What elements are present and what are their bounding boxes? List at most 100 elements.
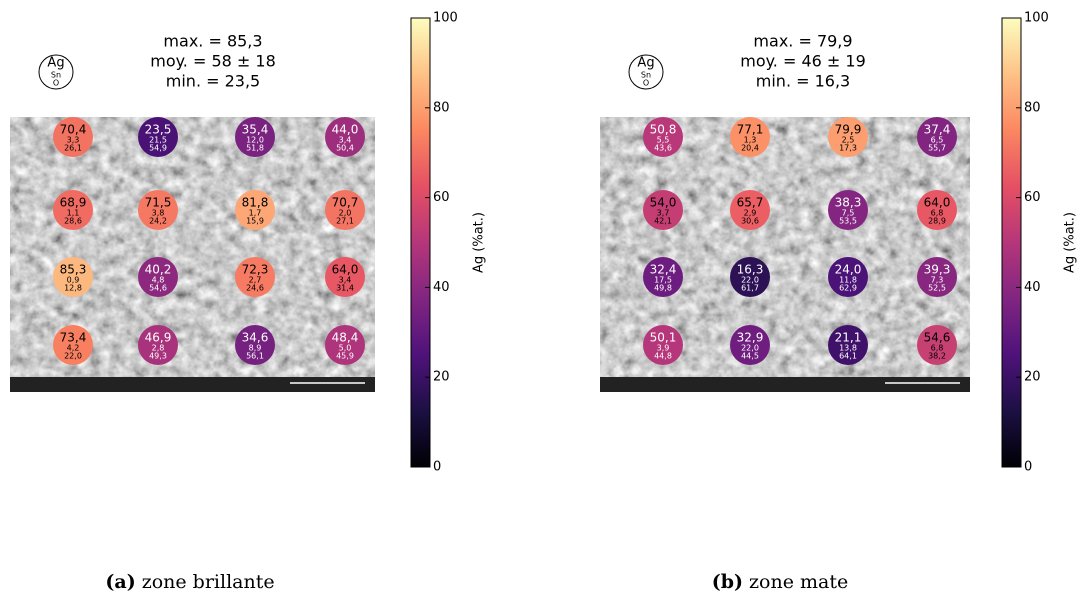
ag-label: 40,2 bbox=[145, 263, 172, 277]
point bbox=[643, 257, 683, 297]
ag-label: 32,4 bbox=[650, 263, 677, 277]
point bbox=[730, 257, 770, 297]
o-label: 43,6 bbox=[654, 144, 672, 153]
point bbox=[138, 325, 178, 365]
caption-text: zone brillante bbox=[142, 571, 275, 593]
ag-label: 77,1 bbox=[737, 123, 764, 137]
o-label: 50,4 bbox=[336, 144, 354, 153]
caption: (b) zone mate bbox=[712, 571, 848, 593]
ag-label: 21,1 bbox=[835, 331, 862, 345]
colorbar-label: Ag (%at.) bbox=[1063, 212, 1077, 273]
ag-label: 54,0 bbox=[650, 196, 677, 210]
point bbox=[53, 117, 93, 157]
ag-label: 73,4 bbox=[60, 331, 87, 345]
ag-label: 65,7 bbox=[737, 196, 764, 210]
stat-line: max. = 79,9 bbox=[753, 32, 852, 51]
ag-label: 46,9 bbox=[145, 331, 172, 345]
point bbox=[325, 190, 365, 230]
colorbar-tick-label: 80 bbox=[433, 100, 450, 115]
colorbar-tick-label: 60 bbox=[1024, 190, 1041, 205]
point bbox=[53, 325, 93, 365]
legend-circle bbox=[628, 54, 664, 90]
o-label: 51,8 bbox=[246, 144, 264, 153]
point bbox=[730, 190, 770, 230]
caption: (a) zone brillante bbox=[105, 571, 274, 593]
ag-label: 85,3 bbox=[60, 263, 87, 277]
point bbox=[917, 257, 957, 297]
ag-label: 32,9 bbox=[737, 331, 764, 345]
stat-line: moy. = 46 ± 19 bbox=[740, 52, 866, 71]
ag-label: 35,4 bbox=[242, 123, 269, 137]
colorbar-label: Ag (%at.) bbox=[472, 212, 487, 273]
point bbox=[643, 117, 683, 157]
o-label: 28,9 bbox=[928, 217, 946, 226]
ag-label: 39,3 bbox=[924, 263, 951, 277]
stat-line: moy. = 58 ± 18 bbox=[150, 52, 276, 71]
ag-label: 54,6 bbox=[924, 331, 951, 345]
ag-label: 50,1 bbox=[650, 331, 677, 345]
sn-label: 7,5 bbox=[842, 209, 855, 218]
colorbar-tick-label: 40 bbox=[433, 280, 450, 295]
sn-label: 22,0 bbox=[741, 276, 759, 285]
legend-bottom: O bbox=[643, 79, 649, 88]
sn-label: 3,4 bbox=[339, 276, 352, 285]
ag-label: 37,4 bbox=[924, 123, 951, 137]
colorbar-tick-label: 0 bbox=[1024, 460, 1032, 475]
ag-label: 64,0 bbox=[332, 263, 359, 277]
sn-label: 3,8 bbox=[152, 209, 165, 218]
sn-label: 21,5 bbox=[149, 136, 167, 145]
point bbox=[235, 117, 275, 157]
legend-top: Ag bbox=[47, 56, 64, 71]
legend-circle bbox=[38, 54, 74, 90]
colorbar-tick-label: 100 bbox=[1024, 11, 1049, 26]
ag-label: 81,8 bbox=[242, 196, 269, 210]
colorbar-tick-label: 100 bbox=[433, 11, 458, 26]
point bbox=[643, 190, 683, 230]
o-label: 64,1 bbox=[839, 352, 857, 361]
sn-label: 6,8 bbox=[931, 209, 944, 218]
point bbox=[325, 257, 365, 297]
legend-middle: Sn bbox=[641, 71, 651, 80]
o-label: 20,4 bbox=[741, 144, 759, 153]
ag-label: 24,0 bbox=[835, 263, 862, 277]
colorbar-tick-label: 80 bbox=[1024, 100, 1041, 115]
o-label: 38,2 bbox=[928, 352, 946, 361]
o-label: 27,1 bbox=[336, 217, 354, 226]
o-label: 17,3 bbox=[839, 144, 857, 153]
sn-label: 5,5 bbox=[657, 136, 670, 145]
point bbox=[917, 117, 957, 157]
ag-label: 50,8 bbox=[650, 123, 677, 137]
point bbox=[643, 325, 683, 365]
o-label: 24,6 bbox=[246, 284, 264, 293]
sn-label: 5,0 bbox=[339, 344, 352, 353]
o-label: 52,5 bbox=[928, 284, 946, 293]
o-label: 12,8 bbox=[64, 284, 82, 293]
o-label: 54,6 bbox=[149, 284, 167, 293]
sn-label: 3,7 bbox=[657, 209, 670, 218]
colorbar-tick-label: 20 bbox=[433, 370, 450, 385]
point bbox=[138, 117, 178, 157]
point bbox=[235, 325, 275, 365]
sn-label: 1,3 bbox=[744, 136, 757, 145]
point bbox=[730, 325, 770, 365]
caption-label: (b) bbox=[712, 571, 743, 593]
point bbox=[730, 117, 770, 157]
sn-label: 2,8 bbox=[152, 344, 165, 353]
o-label: 53,5 bbox=[839, 217, 857, 226]
caption-text: zone mate bbox=[749, 571, 848, 593]
point bbox=[828, 257, 868, 297]
point bbox=[325, 325, 365, 365]
point bbox=[325, 117, 365, 157]
sn-label: 1,1 bbox=[67, 209, 80, 218]
colorbar-tick-label: 20 bbox=[1024, 370, 1041, 385]
sn-label: 0,9 bbox=[67, 276, 80, 285]
point bbox=[828, 190, 868, 230]
o-label: 30,6 bbox=[741, 217, 759, 226]
point bbox=[235, 190, 275, 230]
colorbar-tick-label: 40 bbox=[1024, 280, 1041, 295]
sn-label: 1,7 bbox=[249, 209, 262, 218]
o-label: 54,9 bbox=[149, 144, 167, 153]
